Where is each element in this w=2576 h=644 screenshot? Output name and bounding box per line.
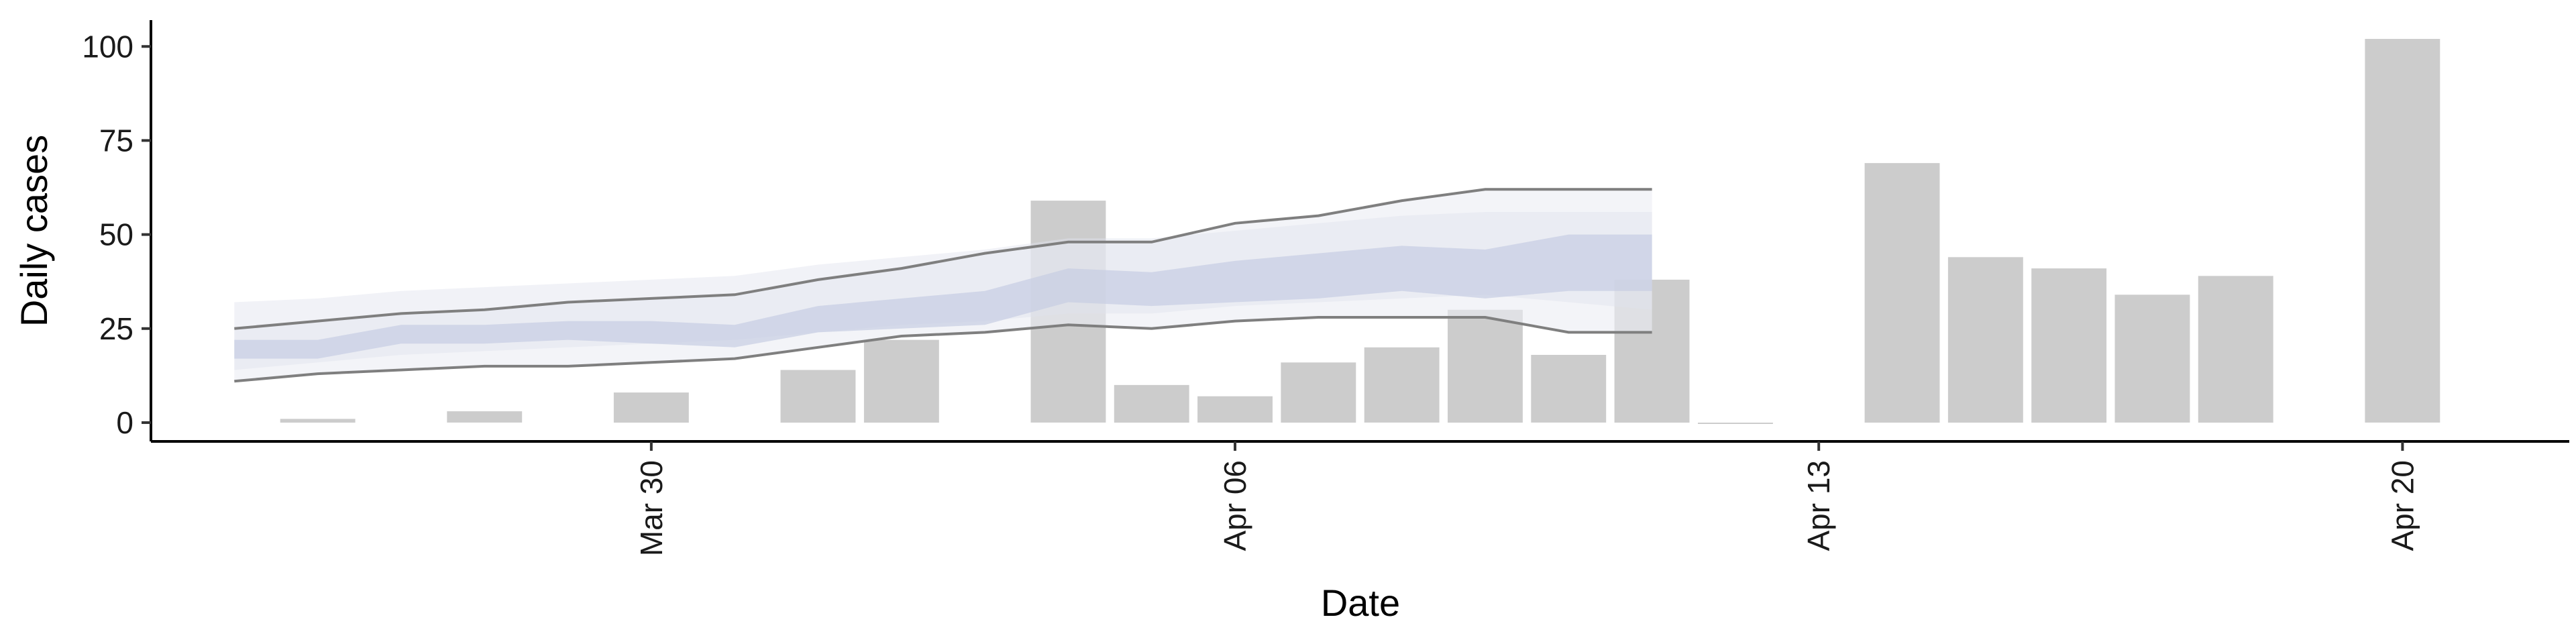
- y-tick-label: 50: [99, 217, 133, 252]
- forecast-lines-layer: [234, 188, 1652, 383]
- y-tick-label: 100: [82, 29, 133, 64]
- axes-layer: [150, 20, 2569, 443]
- bar: [1698, 423, 1773, 424]
- x-tick-label: Apr 06: [1218, 460, 1252, 551]
- x-tick-label: Apr 20: [2385, 460, 2420, 551]
- forecast-lower-line: [234, 316, 1652, 383]
- bar: [613, 392, 689, 423]
- bar: [1947, 257, 2023, 423]
- forecast-inner-band: [234, 234, 1652, 359]
- bar: [1364, 347, 1440, 423]
- bar: [1281, 362, 1356, 423]
- forecast-upper-line: [234, 188, 1652, 330]
- forecast-bands-layer: [234, 189, 1652, 382]
- bar: [2365, 39, 2440, 423]
- bar: [863, 339, 939, 423]
- bar: [1864, 163, 1940, 423]
- x-ticks: Mar 30 Apr 06 Apr 13 Apr 20: [634, 441, 2420, 556]
- bar: [280, 419, 356, 423]
- bar: [2198, 276, 2273, 423]
- y-tick-label: 25: [99, 311, 133, 346]
- y-axis-title: Daily cases: [13, 135, 55, 327]
- bar: [2031, 268, 2107, 423]
- bar: [1114, 384, 1189, 423]
- bar: [2114, 294, 2190, 423]
- bar: [447, 411, 523, 423]
- bar: [1448, 309, 1523, 423]
- y-ticks: 0 25 50 75 100: [82, 29, 151, 440]
- y-tick-label: 0: [116, 405, 133, 440]
- bar: [1531, 355, 1607, 423]
- y-tick-label: 75: [99, 123, 133, 158]
- bar: [780, 370, 856, 423]
- x-tick-label: Mar 30: [634, 460, 669, 556]
- x-tick-label: Apr 13: [1801, 460, 1836, 551]
- x-axis-title: Date: [1321, 582, 1400, 624]
- bar: [1197, 396, 1273, 423]
